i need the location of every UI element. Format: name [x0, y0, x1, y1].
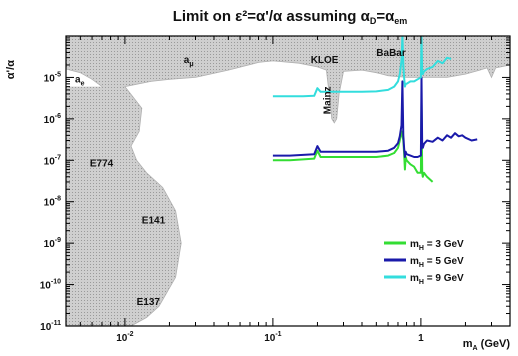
legend-label-2: mH = 9 GeV: [410, 273, 464, 286]
legend-label-0: mH = 3 GeV: [410, 239, 464, 252]
annotation-kloe: KLOE: [311, 55, 339, 66]
chart-title: Limit on ε²=α'/α assuming αD=αem: [173, 8, 408, 26]
title-mid: =α: [376, 8, 395, 25]
y-tick-label: 10-11: [40, 320, 61, 333]
series-line-1: [272, 76, 478, 158]
annotation-e137: E137: [137, 297, 161, 308]
x-tick-label: 10-2: [116, 331, 133, 344]
annotation-babar: BaBar: [376, 48, 406, 59]
y-tick-label: 10-7: [44, 154, 61, 167]
title-sub1: D: [370, 16, 377, 26]
y-tick-label: 10-9: [44, 237, 61, 250]
x-axis-label-rest: (GeV): [478, 338, 511, 350]
x-axis-label-sub: A: [473, 345, 478, 352]
series-line-2: [272, 36, 452, 98]
x-tick-label: 1: [418, 333, 424, 344]
x-tick-label: 10-1: [264, 331, 281, 344]
annotation-e774: E774: [90, 159, 114, 170]
region-annotations: aμ ae KLOE Mainz BaBar E774 E141 E137: [75, 48, 406, 308]
y-tick-label: 10-6: [44, 113, 61, 126]
series-layer: [272, 36, 478, 183]
excluded-region-beam-dump-edge: [124, 86, 182, 326]
y-tick-label: 10-8: [44, 196, 61, 209]
legend-label-1: mH = 5 GeV: [410, 256, 464, 269]
title-main: Limit on ε²=α'/α assuming α: [173, 8, 371, 25]
annotation-a: aμ: [184, 55, 194, 68]
annotation-e141: E141: [142, 215, 166, 226]
annotation-mainz: Mainz: [323, 86, 334, 114]
annotation-a: ae: [75, 75, 85, 88]
plot-frame: [65, 35, 511, 327]
y-tick-label: 10-10: [40, 279, 61, 292]
y-tick-label: 10-5: [44, 71, 61, 84]
plot-area: [66, 36, 510, 326]
title-sub2: em: [394, 16, 407, 26]
legend: mH = 3 GeV mH = 5 GeV mH = 9 GeV: [384, 239, 464, 286]
y-axis-label: α'/α: [5, 60, 17, 79]
x-axis-label: mA (GeV): [463, 338, 511, 352]
excluded-region-beam-dump: [66, 86, 182, 326]
x-axis-label-main: m: [463, 338, 473, 350]
series-line-0: [272, 101, 434, 183]
excluded-region-top: [66, 36, 510, 123]
excluded-regions: [66, 36, 510, 326]
